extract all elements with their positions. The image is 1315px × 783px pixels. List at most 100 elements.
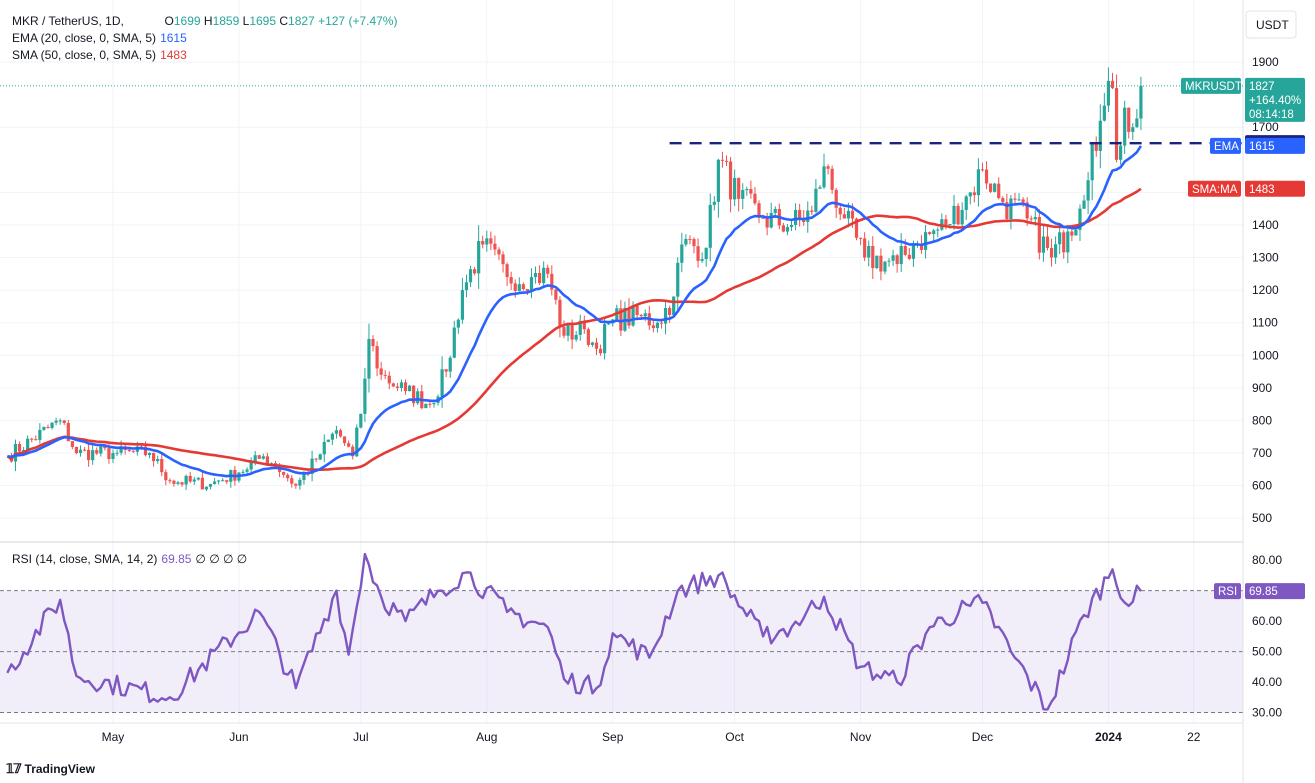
rsi-legend-label: RSI (14, close, SMA, 14, 2)	[12, 552, 158, 566]
candle-body	[635, 305, 639, 315]
candle-body	[70, 441, 74, 447]
candle-body	[627, 307, 631, 326]
candle-body	[672, 296, 676, 315]
candle-body	[554, 289, 558, 300]
candle-body	[871, 245, 875, 269]
candle-body	[1135, 118, 1139, 128]
candle-body	[1029, 218, 1033, 220]
ema-legend[interactable]: EMA (20, close, 0, SMA, 5) 1615	[12, 30, 187, 47]
candle-body	[607, 323, 611, 325]
price-badge-text: 1827	[1249, 81, 1275, 93]
candle-body	[1017, 199, 1021, 201]
candle-body	[566, 325, 570, 336]
sma-name-badge-text: SMA:MA	[1192, 184, 1238, 196]
candle-body	[30, 438, 34, 440]
candle-body	[1070, 231, 1074, 236]
sma-legend-value: 1483	[160, 48, 187, 62]
candle-body	[964, 196, 968, 210]
candle-body	[785, 227, 790, 232]
price-tick-label: 500	[1252, 511, 1272, 525]
candle-body	[895, 255, 899, 265]
candle-body	[619, 308, 623, 331]
candle-body	[944, 219, 948, 225]
symbol-title[interactable]: MKR / TetherUS, 1D,	[12, 14, 124, 28]
candle-body	[481, 241, 485, 245]
candle-body	[322, 441, 326, 455]
candle-body	[298, 479, 302, 486]
ohlc-high: 1859	[212, 14, 240, 28]
ema-badge-text: 1615	[1249, 141, 1275, 153]
price-tick-label: 1400	[1252, 218, 1279, 232]
candle-body	[928, 232, 932, 235]
candle-body	[261, 456, 265, 459]
ohlc-open-label: O	[164, 14, 174, 28]
candle-body	[1119, 145, 1123, 160]
ema-legend-label: EMA (20, close, 0, SMA, 5)	[12, 31, 157, 45]
sma-legend[interactable]: SMA (50, close, 0, SMA, 5) 1483	[12, 47, 187, 64]
candle-body	[1009, 198, 1013, 220]
candle-body	[1049, 247, 1054, 258]
candle-body	[968, 192, 972, 197]
grid-lines	[0, 0, 1243, 723]
symbol-legend[interactable]: MKR / TetherUS, 1D, O1699 H1859 L1695 C1…	[12, 13, 397, 30]
candle-body	[891, 255, 895, 261]
price-badge-text: 08:14:18	[1249, 109, 1294, 121]
time-tick-label: Dec	[972, 730, 993, 744]
candle-body	[948, 223, 952, 225]
candle-body	[196, 477, 200, 480]
candle-body	[314, 458, 318, 460]
price-axis[interactable]: 5006007008009001000110012001300140015001…	[1245, 10, 1297, 525]
candle-body	[952, 205, 956, 224]
candle-body	[342, 436, 347, 444]
candle-body	[733, 177, 737, 200]
candle-body	[590, 342, 595, 345]
candle-body	[850, 210, 855, 219]
candle-body	[708, 204, 712, 248]
candle-body	[468, 269, 473, 283]
candle-body	[208, 483, 213, 487]
candle-body	[960, 209, 964, 225]
candle-body	[684, 238, 688, 245]
candle-body	[1013, 198, 1017, 200]
candle-body	[477, 241, 481, 274]
tradingview-watermark[interactable]: 𝟙𝟟 TradingView	[6, 761, 95, 777]
rsi-band	[0, 590, 1243, 713]
candle-body	[822, 166, 826, 188]
time-tick-label: Aug	[476, 730, 497, 744]
price-tick-label: 1300	[1252, 251, 1279, 265]
candle-body	[440, 369, 444, 397]
candle-body	[899, 246, 903, 265]
candle-body	[338, 430, 343, 437]
candle-body	[668, 307, 672, 315]
currency-label: USDT	[1256, 18, 1289, 32]
candle-body	[663, 307, 668, 324]
price-tick-label: 1200	[1252, 283, 1279, 297]
candle-body	[424, 403, 428, 409]
candle-body	[984, 169, 989, 184]
candle-body	[456, 319, 460, 328]
ohlc-low-label: L	[242, 14, 250, 28]
candle-body	[993, 183, 997, 192]
time-axis[interactable]: May Jun Jul Aug Sep Oct Nov Dec 2024 22	[102, 730, 1201, 744]
rsi-legend[interactable]: RSI (14, close, SMA, 14, 2) 69.85 ∅ ∅ ∅ ∅	[12, 551, 247, 568]
sma-name-badge-bg	[1188, 180, 1241, 197]
tradingview-logo-icon: 𝟙𝟟	[6, 761, 22, 776]
candle-body	[594, 342, 599, 349]
candle-body	[444, 369, 448, 372]
candles	[9, 67, 1143, 491]
candle-body	[757, 203, 761, 218]
candle-body	[879, 255, 883, 272]
candle-body	[696, 246, 700, 261]
candle-body	[769, 212, 773, 228]
candle-body	[269, 463, 274, 465]
candle-body	[578, 320, 582, 335]
candle-body	[842, 214, 846, 219]
candle-body	[416, 391, 420, 404]
candle-body	[976, 169, 981, 196]
candle-body	[529, 277, 534, 292]
rsi-name-badge-text: RSI	[1218, 586, 1237, 598]
candle-body	[395, 386, 399, 388]
ema-badge-bg	[1245, 137, 1305, 154]
